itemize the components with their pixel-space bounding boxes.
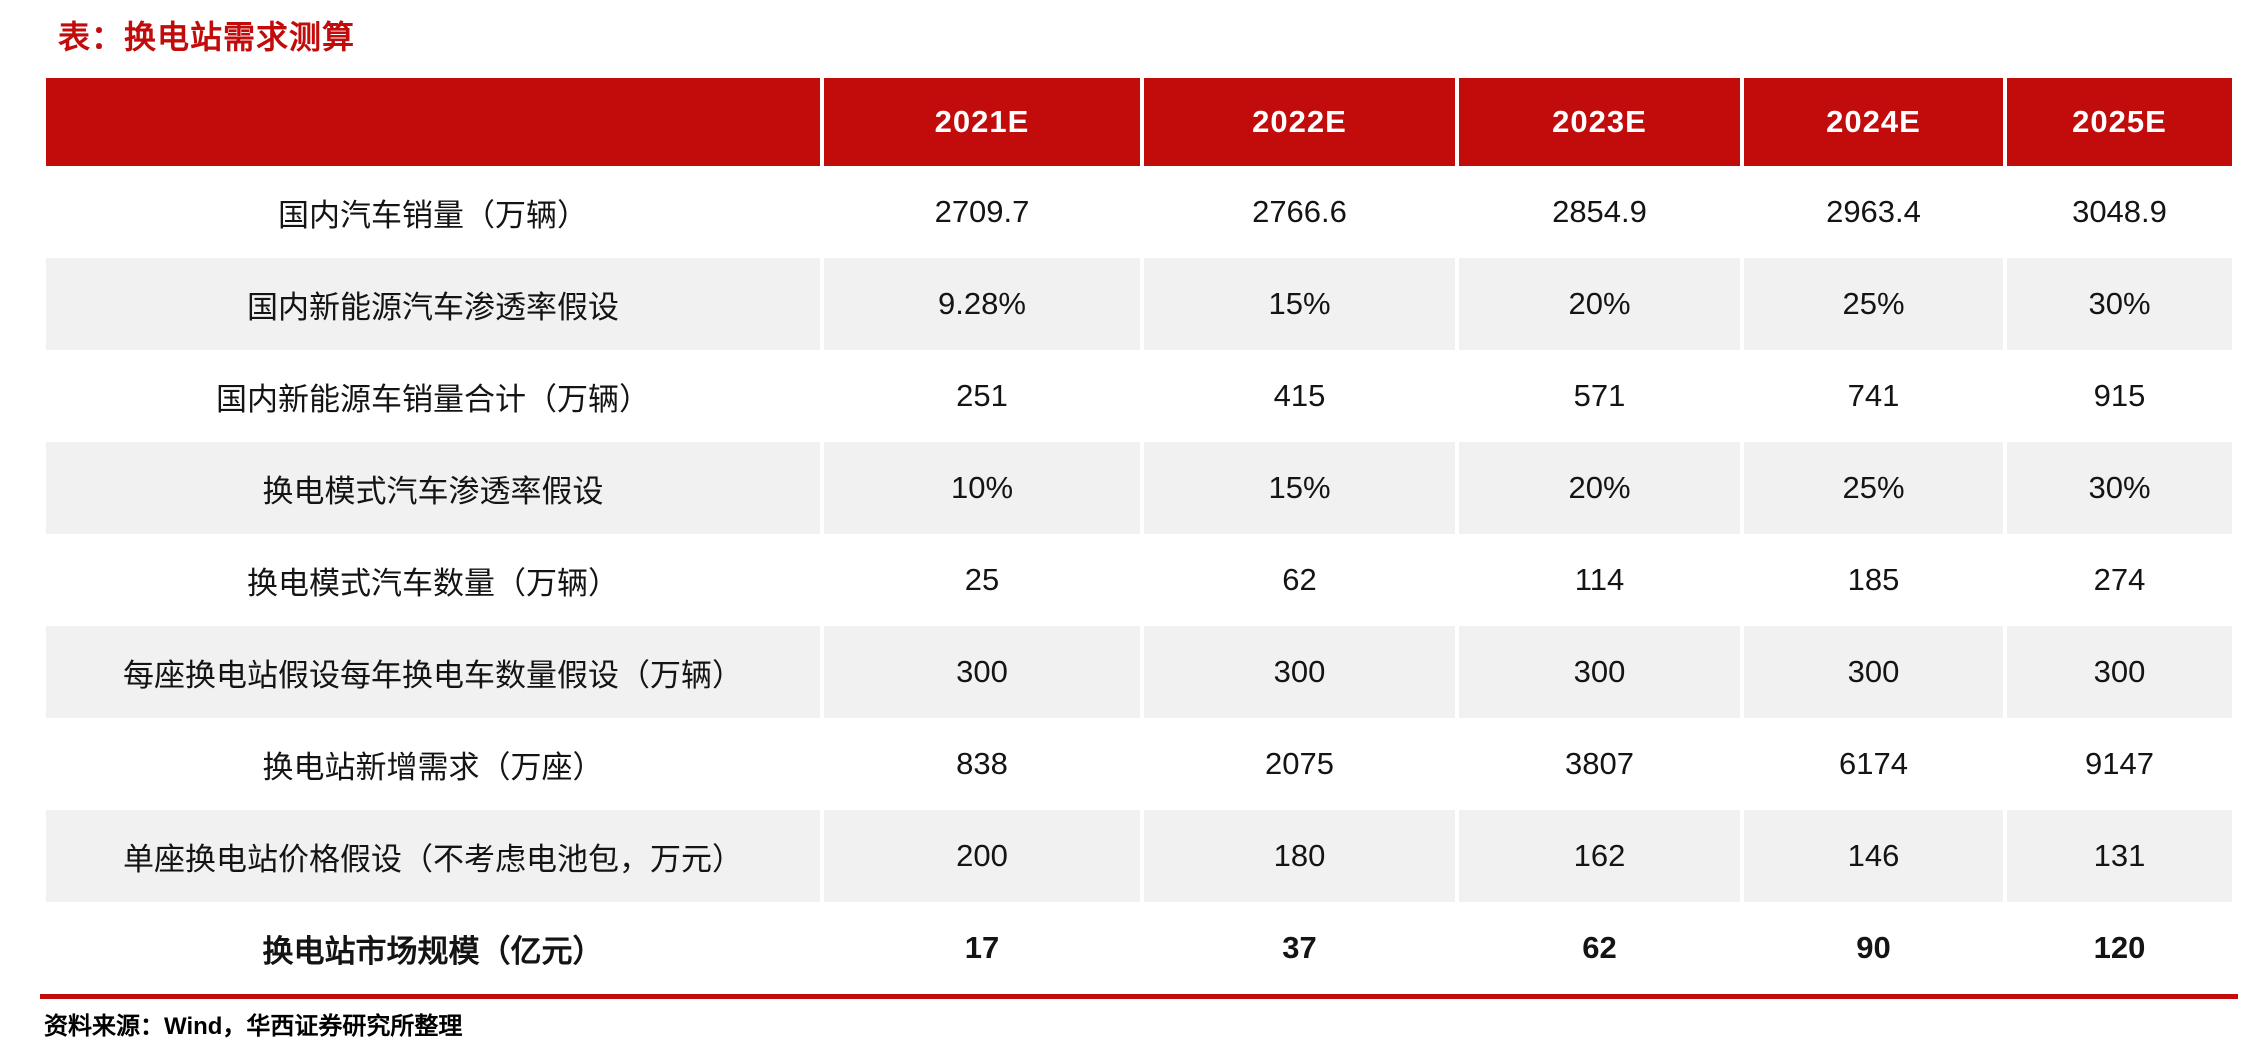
value-cell: 300 — [1140, 626, 1455, 718]
value-cell: 300 — [820, 626, 1140, 718]
table-row: 每座换电站假设每年换电车数量假设（万辆） 300 300 300 300 300 — [46, 626, 2232, 718]
value-cell: 3807 — [1455, 718, 1740, 810]
value-cell: 114 — [1455, 534, 1740, 626]
value-cell: 20% — [1455, 258, 1740, 350]
value-cell: 17 — [820, 902, 1140, 994]
value-cell: 185 — [1740, 534, 2003, 626]
value-cell: 838 — [820, 718, 1140, 810]
row-label: 国内新能源汽车渗透率假设 — [46, 258, 820, 350]
label-column-header — [46, 78, 820, 166]
table-row: 换电模式汽车数量（万辆） 25 62 114 185 274 — [46, 534, 2232, 626]
table-row: 换电模式汽车渗透率假设 10% 15% 20% 25% 30% — [46, 442, 2232, 534]
row-label: 换电站新增需求（万座） — [46, 718, 820, 810]
value-cell: 741 — [1740, 350, 2003, 442]
source-note: 资料来源：Wind，华西证券研究所整理 — [44, 1013, 463, 1040]
page-title: 表：换电站需求测算 — [58, 19, 356, 55]
year-header: 2025E — [2003, 78, 2232, 166]
year-header: 2023E — [1455, 78, 1740, 166]
value-cell: 62 — [1140, 534, 1455, 626]
table-row: 单座换电站价格假设（不考虑电池包，万元） 200 180 162 146 131 — [46, 810, 2232, 902]
header-row: 2021E 2022E 2023E 2024E 2025E — [46, 78, 2232, 166]
value-cell: 9.28% — [820, 258, 1140, 350]
year-header: 2021E — [820, 78, 1140, 166]
year-header: 2022E — [1140, 78, 1455, 166]
value-cell: 3048.9 — [2003, 166, 2232, 258]
row-label: 国内新能源车销量合计（万辆） — [46, 350, 820, 442]
value-cell: 90 — [1740, 902, 2003, 994]
value-cell: 2075 — [1140, 718, 1455, 810]
value-cell: 131 — [2003, 810, 2232, 902]
value-cell: 162 — [1455, 810, 1740, 902]
value-cell: 251 — [820, 350, 1140, 442]
row-label: 换电模式汽车数量（万辆） — [46, 534, 820, 626]
value-cell: 25% — [1740, 258, 2003, 350]
value-cell: 2766.6 — [1140, 166, 1455, 258]
value-cell: 6174 — [1740, 718, 2003, 810]
row-label: 单座换电站价格假设（不考虑电池包，万元） — [46, 810, 820, 902]
row-label: 每座换电站假设每年换电车数量假设（万辆） — [46, 626, 820, 718]
table-row: 国内汽车销量（万辆） 2709.7 2766.6 2854.9 2963.4 3048.9 — [46, 166, 2232, 258]
value-cell: 20% — [1455, 442, 1740, 534]
value-cell: 2854.9 — [1455, 166, 1740, 258]
value-cell: 15% — [1140, 442, 1455, 534]
table-row: 国内新能源汽车渗透率假设 9.28% 15% 20% 25% 30% — [46, 258, 2232, 350]
value-cell: 25 — [820, 534, 1140, 626]
value-cell: 30% — [2003, 258, 2232, 350]
row-label: 国内汽车销量（万辆） — [46, 166, 820, 258]
value-cell: 120 — [2003, 902, 2232, 994]
value-cell: 2709.7 — [820, 166, 1140, 258]
value-cell: 415 — [1140, 350, 1455, 442]
divider-line — [40, 994, 2238, 999]
value-cell: 146 — [1740, 810, 2003, 902]
value-cell: 15% — [1140, 258, 1455, 350]
value-cell: 300 — [1740, 626, 2003, 718]
value-cell: 37 — [1140, 902, 1455, 994]
value-cell: 2963.4 — [1740, 166, 2003, 258]
value-cell: 274 — [2003, 534, 2232, 626]
table-row: 换电站市场规模（亿元） 17 37 62 90 120 — [46, 902, 2232, 994]
table-row: 换电站新增需求（万座） 838 2075 3807 6174 9147 — [46, 718, 2232, 810]
value-cell: 300 — [2003, 626, 2232, 718]
value-cell: 180 — [1140, 810, 1455, 902]
row-label: 换电模式汽车渗透率假设 — [46, 442, 820, 534]
table-row: 国内新能源车销量合计（万辆） 251 415 571 741 915 — [46, 350, 2232, 442]
value-cell: 62 — [1455, 902, 1740, 994]
row-label: 换电站市场规模（亿元） — [46, 902, 820, 994]
table-body: 国内汽车销量（万辆） 2709.7 2766.6 2854.9 2963.4 3048.9… — [46, 166, 2232, 994]
value-cell: 300 — [1455, 626, 1740, 718]
value-cell: 10% — [820, 442, 1140, 534]
value-cell: 9147 — [2003, 718, 2232, 810]
value-cell: 25% — [1740, 442, 2003, 534]
value-cell: 571 — [1455, 350, 1740, 442]
value-cell: 915 — [2003, 350, 2232, 442]
demand-table: 2021E 2022E 2023E 2024E 2025E 国内汽车销量（万辆） 2709… — [46, 78, 2232, 994]
year-header: 2024E — [1740, 78, 2003, 166]
demand-table-container: 2021E 2022E 2023E 2024E 2025E 国内汽车销量（万辆） 2709… — [46, 78, 2232, 994]
value-cell: 30% — [2003, 442, 2232, 534]
value-cell: 200 — [820, 810, 1140, 902]
